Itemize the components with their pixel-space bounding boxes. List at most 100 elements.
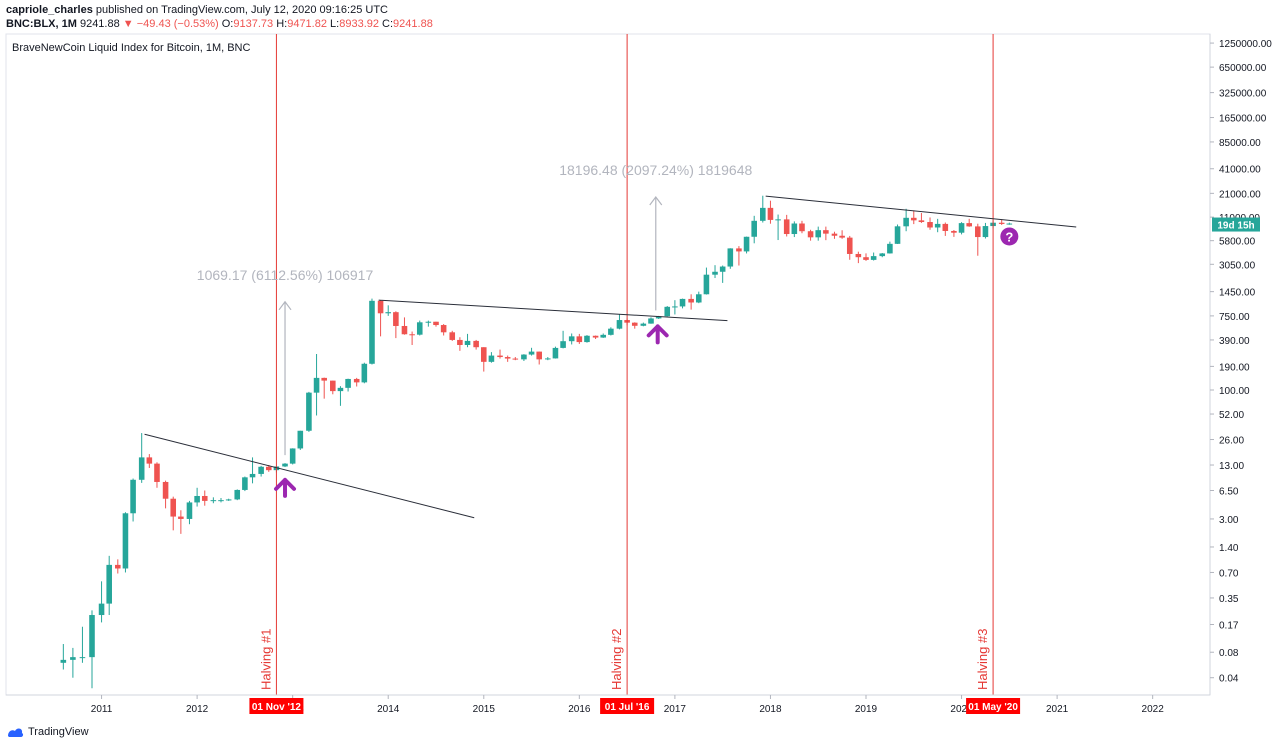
candle-body — [130, 479, 136, 514]
high-label: H: — [276, 18, 288, 30]
candle-body — [79, 657, 86, 659]
price-tick-label: 0.17 — [1219, 621, 1239, 632]
candle-body — [608, 328, 614, 335]
candle-body — [719, 266, 726, 272]
candle-body — [457, 339, 463, 345]
candle-body — [528, 351, 535, 355]
candle-body — [361, 363, 368, 383]
candle-body — [760, 207, 766, 221]
high-value: 9471.82 — [287, 18, 327, 30]
candle-body — [369, 300, 375, 364]
measure-label: 1069.17 (6112.56%) 106917 — [197, 267, 374, 283]
price-axis[interactable]: 1250000.00 650000.00 325000.00 165000.00 850… — [1209, 34, 1272, 695]
candle-body — [863, 257, 869, 260]
candle-body — [910, 217, 917, 221]
candle-body — [234, 489, 241, 500]
candle-body — [282, 463, 288, 467]
price-tick-label: 165000.00 — [1219, 114, 1267, 125]
candle-body — [258, 466, 264, 474]
symbol-label: BNC:BLX, 1M — [6, 18, 77, 30]
candle-body — [330, 380, 336, 392]
time-tick-label: 2014 — [377, 704, 400, 715]
time-tick-label: 2020 — [950, 704, 973, 715]
price-tick-label: 21000.00 — [1219, 189, 1261, 200]
up-arrow-icon — [274, 477, 297, 498]
candle-body — [306, 392, 312, 431]
footer: TradingView — [6, 726, 89, 738]
candle-body — [512, 358, 519, 360]
candle-body — [975, 226, 981, 238]
price-tick-label: 0.04 — [1219, 674, 1239, 685]
time-tick-label: 2017 — [664, 704, 687, 715]
open-value: 9137.73 — [233, 18, 274, 30]
halving-date-label: 01 Jul '16 — [605, 702, 650, 713]
time-tick-label: 2015 — [473, 704, 496, 715]
candle-body — [345, 378, 351, 388]
candle-body — [839, 235, 845, 238]
measure-arrowhead — [278, 300, 292, 311]
trend-line — [378, 299, 728, 322]
candle-body — [409, 334, 415, 336]
candle-body — [767, 207, 774, 220]
candle-body — [194, 495, 200, 503]
down-triangle-icon: ▼ — [122, 18, 134, 30]
candle-body — [497, 355, 503, 358]
candle-body — [672, 306, 678, 308]
candle-body — [353, 378, 360, 383]
halving-label: Halving #3 — [975, 629, 990, 690]
footer-brand[interactable]: TradingView — [28, 726, 89, 738]
tradingview-logo-icon — [8, 728, 24, 737]
candle-body — [536, 351, 542, 360]
candle-body — [679, 298, 686, 307]
candle-body — [425, 321, 432, 323]
candle-body — [265, 466, 272, 471]
price-tick-label: 3.00 — [1219, 515, 1239, 526]
price-tick-label: 750.00 — [1219, 312, 1250, 323]
price-tick-label: 390.00 — [1219, 336, 1250, 347]
current-price-tag — [1212, 217, 1260, 232]
time-tick-label: 2011 — [91, 704, 113, 715]
halving-date-tag — [966, 698, 1021, 714]
author-name[interactable]: capriole_charles — [6, 4, 93, 16]
candle-body — [242, 477, 248, 490]
candle-body — [440, 325, 447, 333]
candle-body — [106, 564, 112, 604]
measure-arrowhead — [649, 196, 663, 206]
candle-body — [401, 325, 408, 335]
candle-body — [655, 316, 662, 319]
price-tick-label: 5800.00 — [1219, 237, 1256, 248]
candle-body — [210, 500, 217, 502]
candle-body — [154, 463, 160, 482]
publish-info: capriole_charles published on TradingVie… — [6, 3, 388, 17]
candle-body — [186, 502, 193, 519]
candle-body — [648, 318, 654, 324]
candle-body — [138, 457, 145, 480]
halving-label: Halving #2 — [609, 629, 624, 690]
candle-body — [1006, 223, 1013, 225]
candle-body — [855, 253, 862, 258]
candle-body — [703, 274, 710, 295]
candle-body — [249, 473, 256, 478]
candle-body — [218, 500, 224, 502]
candle-body — [695, 294, 702, 303]
candle-body — [313, 377, 320, 393]
time-tick-label: 2016 — [568, 704, 591, 715]
halving-date-label: 01 May '20 — [968, 702, 1018, 713]
candle-body — [951, 230, 957, 233]
candle-body — [958, 223, 965, 233]
price-tick-label: 85000.00 — [1219, 138, 1261, 149]
chart-title: BraveNewCoin Liquid Index for Bitcoin, 1… — [12, 42, 250, 54]
candle-body — [894, 226, 901, 244]
price-tick-label: 1.40 — [1219, 543, 1239, 554]
price-tick-label: 1250000.00 — [1219, 39, 1272, 50]
price-change: −49.43 (−0.53%) — [136, 18, 219, 30]
price-tick-label: 41000.00 — [1219, 165, 1261, 176]
candle-body — [576, 336, 583, 343]
candle-body — [870, 256, 877, 260]
open-label: O: — [221, 18, 234, 30]
time-tick-label: 2012 — [186, 704, 209, 715]
time-axis[interactable]: 2011201220132014201520162017201820192020… — [6, 694, 1210, 715]
candle-body — [688, 298, 694, 303]
candle-body — [545, 358, 551, 360]
